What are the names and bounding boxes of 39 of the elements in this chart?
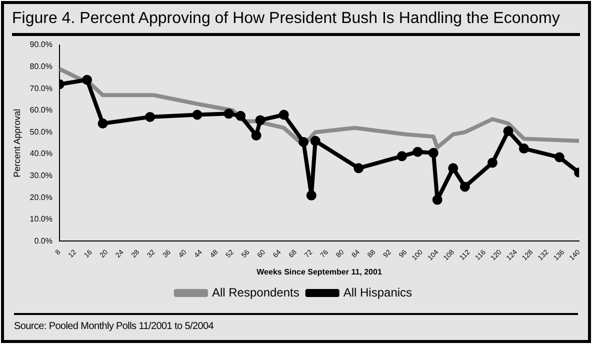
- y-tick-label: 10.0%: [30, 214, 52, 224]
- y-tick-label: 60.0%: [30, 106, 52, 115]
- point: [432, 194, 442, 205]
- point: [278, 110, 289, 120]
- y-tick-label: 20.0%: [30, 192, 52, 202]
- y-tick-label: 80.0%: [30, 62, 52, 72]
- point: [354, 163, 364, 174]
- y-axis-title: Percent Approval: [12, 108, 22, 178]
- point: [554, 152, 564, 162]
- point: [518, 144, 529, 154]
- point: [224, 108, 234, 119]
- point: [448, 163, 458, 174]
- y-tick-label: 70.0%: [30, 84, 52, 93]
- point: [460, 182, 470, 192]
- source-note: Source: Pooled Monthly Polls 11/2001 to 5/2004: [14, 313, 578, 332]
- point: [98, 118, 108, 128]
- point: [192, 110, 202, 120]
- point: [255, 115, 266, 126]
- legend-label: All Hispanics: [343, 285, 412, 300]
- point: [310, 136, 320, 146]
- chart-title: Figure 4. Percent Approving of How President Bush Is Handling the Economy: [12, 8, 580, 36]
- point: [145, 112, 156, 122]
- legend-label: All Respondents: [212, 285, 300, 300]
- point: [412, 146, 423, 157]
- point: [396, 151, 407, 162]
- point: [298, 137, 309, 148]
- y-tick-label: 50.0%: [30, 127, 52, 136]
- point: [487, 158, 498, 168]
- point: [428, 148, 438, 158]
- y-tick-label: 30.0%: [30, 171, 52, 180]
- point: [503, 126, 514, 136]
- x-axis-title: Weeks Since September 11, 2001: [256, 267, 382, 276]
- y-tick-label: 40.0%: [30, 149, 52, 158]
- y-tick-label: 90.0%: [30, 40, 52, 50]
- point: [82, 74, 92, 85]
- point: [251, 130, 262, 140]
- y-tick-label: 0.0%: [34, 236, 52, 246]
- point: [306, 190, 316, 200]
- point: [236, 110, 246, 121]
